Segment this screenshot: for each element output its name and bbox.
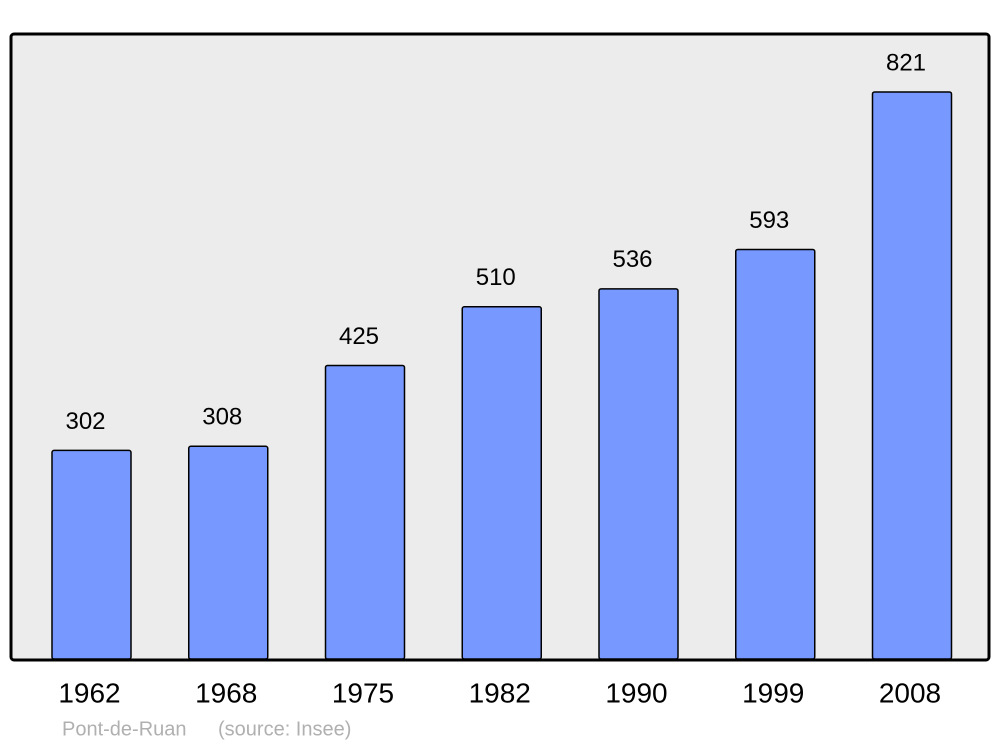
bar (598, 288, 679, 660)
data-label: 302 (65, 408, 105, 435)
x-tick-label: 1990 (605, 677, 667, 708)
x-tick-label: 1975 (332, 677, 394, 708)
bar (461, 306, 542, 660)
x-tick-label: 1982 (469, 677, 531, 708)
bar (324, 364, 406, 660)
data-label: 821 (886, 49, 926, 76)
source: (source: Insee) (218, 718, 351, 740)
data-label: 536 (612, 246, 652, 273)
x-tick-label: 2008 (879, 677, 941, 708)
data-label: 510 (476, 264, 516, 291)
data-label: 425 (339, 323, 379, 350)
bar (735, 248, 816, 660)
data-label: 308 (202, 404, 242, 431)
bar (188, 445, 269, 660)
bar (51, 449, 132, 660)
bar (871, 91, 953, 660)
x-tick-label: 1968 (195, 677, 257, 708)
data-label: 593 (749, 207, 789, 234)
caption: Pont-de-Ruan (62, 718, 187, 740)
x-tick-label: 1999 (742, 677, 804, 708)
x-tick-label: 1962 (58, 677, 120, 708)
